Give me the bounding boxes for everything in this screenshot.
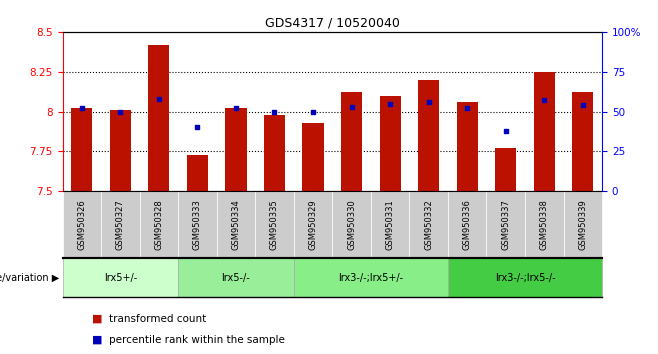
Bar	[418, 80, 440, 191]
Point	[153, 96, 164, 102]
Point	[231, 105, 241, 111]
Bar	[495, 148, 517, 191]
Title: GDS4317 / 10520040: GDS4317 / 10520040	[265, 16, 399, 29]
Text: GSM950337: GSM950337	[501, 199, 510, 250]
Text: GSM950327: GSM950327	[116, 199, 125, 250]
Text: lrx5-/-: lrx5-/-	[222, 273, 250, 283]
Point	[308, 109, 318, 114]
Bar	[534, 72, 555, 191]
Point	[346, 104, 357, 110]
Text: lrx5+/-: lrx5+/-	[104, 273, 137, 283]
Bar	[110, 110, 131, 191]
Text: ■: ■	[92, 335, 103, 345]
Text: GSM950330: GSM950330	[347, 199, 356, 250]
Text: GSM950336: GSM950336	[463, 199, 472, 250]
Bar	[264, 115, 285, 191]
Point	[269, 109, 280, 114]
Text: genotype/variation ▶: genotype/variation ▶	[0, 273, 59, 283]
Bar	[303, 123, 324, 191]
Point	[423, 99, 434, 105]
Point	[76, 105, 87, 111]
Text: ■: ■	[92, 314, 103, 324]
Point	[501, 128, 511, 133]
Text: GSM950329: GSM950329	[309, 199, 318, 250]
Text: GSM950326: GSM950326	[77, 199, 86, 250]
Bar	[380, 96, 401, 191]
Bar	[572, 92, 594, 191]
Text: GSM950339: GSM950339	[578, 199, 588, 250]
Bar	[148, 45, 170, 191]
Text: GSM950333: GSM950333	[193, 199, 202, 250]
Text: percentile rank within the sample: percentile rank within the sample	[109, 335, 284, 345]
Text: GSM950335: GSM950335	[270, 199, 279, 250]
Point	[115, 109, 126, 114]
Bar	[341, 92, 362, 191]
Text: transformed count: transformed count	[109, 314, 206, 324]
Text: lrx3-/-;lrx5+/-: lrx3-/-;lrx5+/-	[338, 273, 403, 283]
Bar	[187, 154, 208, 191]
Text: GSM950338: GSM950338	[540, 199, 549, 250]
Bar	[457, 102, 478, 191]
Text: GSM950332: GSM950332	[424, 199, 433, 250]
Text: GSM950334: GSM950334	[232, 199, 240, 250]
Point	[385, 101, 395, 106]
Point	[539, 97, 549, 103]
Text: lrx3-/-;lrx5-/-: lrx3-/-;lrx5-/-	[495, 273, 555, 283]
Text: GSM950328: GSM950328	[155, 199, 163, 250]
Text: GSM950331: GSM950331	[386, 199, 395, 250]
Bar	[71, 108, 92, 191]
Point	[462, 105, 472, 111]
Point	[192, 125, 203, 130]
Bar	[225, 108, 247, 191]
Point	[578, 102, 588, 108]
